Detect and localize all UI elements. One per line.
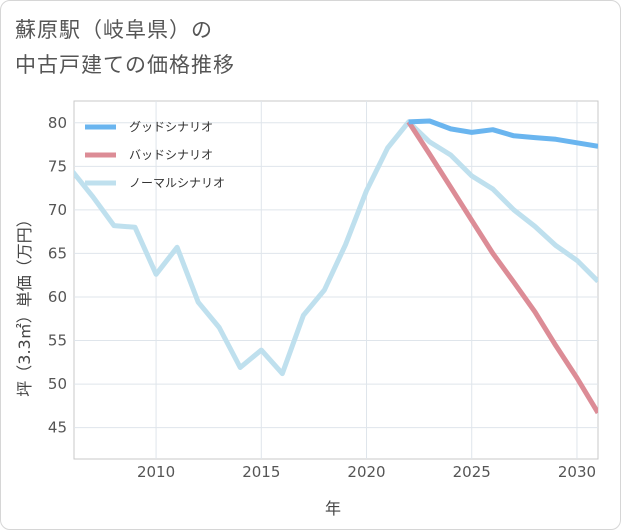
legend-item-2[interactable]: ノーマルシナリオ (85, 176, 225, 190)
x-tick-label: 2015 (242, 463, 280, 481)
legend-label: ノーマルシナリオ (129, 176, 225, 190)
chart-title: 蘇原駅（岐阜県）の 中古戸建ての価格推移 (15, 13, 235, 83)
y-tick-label: 70 (48, 201, 67, 219)
y-tick-label: 45 (48, 419, 67, 437)
series-line-1[interactable] (406, 120, 598, 415)
x-tick-label: 2010 (137, 463, 175, 481)
legend-item-0[interactable]: グッドシナリオ (85, 120, 213, 134)
axis-ticks: 2010 2015 2020 2025 2030 45 50 55 60 65 70 75 80 (48, 114, 596, 481)
series-lines (72, 118, 598, 415)
x-tick-label: 2025 (453, 463, 491, 481)
legend-label: バッドシナリオ (129, 148, 213, 162)
series-line-0[interactable] (408, 118, 598, 149)
y-tick-label: 65 (48, 244, 67, 262)
y-axis-label: 坪（3.3㎡）単価（万円） (15, 211, 34, 396)
legend-item-1[interactable]: バッドシナリオ (85, 148, 213, 162)
chart-title-line2: 中古戸建ての価格推移 (15, 53, 235, 77)
grid (74, 101, 598, 459)
y-tick-label: 55 (48, 332, 67, 350)
x-tick-label: 2020 (347, 463, 385, 481)
y-tick-label: 75 (48, 157, 67, 175)
legend-label: グッドシナリオ (129, 120, 213, 134)
y-tick-label: 50 (48, 375, 67, 393)
y-tick-label: 80 (48, 114, 67, 132)
series-line-2[interactable] (72, 119, 598, 377)
y-tick-label: 60 (48, 288, 67, 306)
chart-title-line1: 蘇原駅（岐阜県）の (15, 18, 213, 42)
x-tick-label: 2030 (558, 463, 596, 481)
x-axis-label: 年 (325, 499, 341, 518)
